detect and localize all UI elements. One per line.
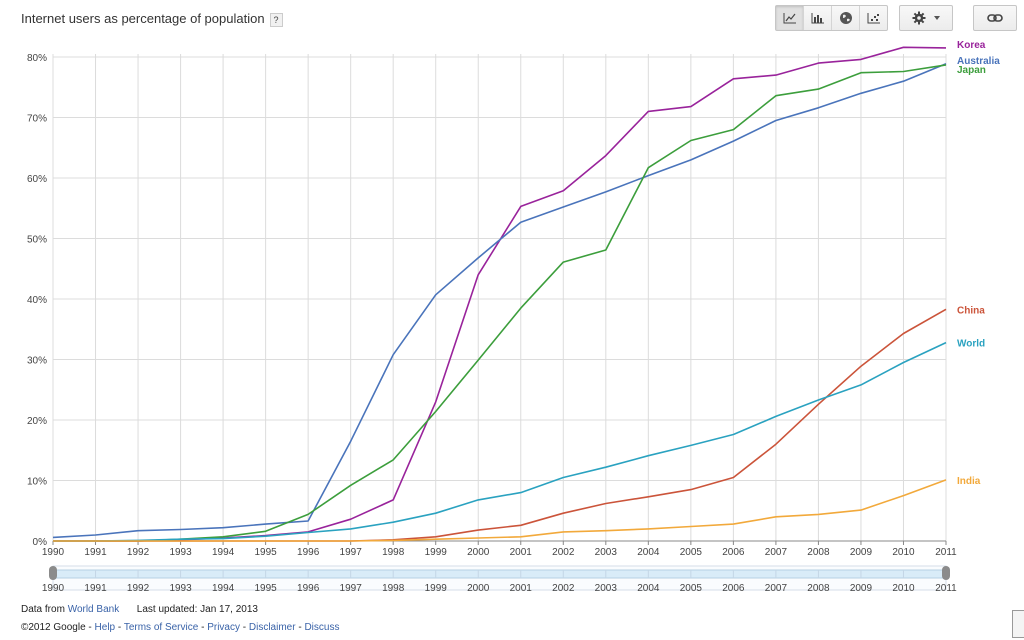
x-tick-label: 1991 bbox=[84, 547, 107, 558]
x-tick-label: 2011 bbox=[935, 547, 957, 558]
series-label-world: World bbox=[957, 339, 985, 350]
link-icon bbox=[987, 14, 1003, 22]
range-tick-label: 2005 bbox=[680, 583, 703, 594]
range-tick-label: 1992 bbox=[127, 583, 150, 594]
scatter-chart-button[interactable] bbox=[860, 6, 887, 30]
series-label-korea: Korea bbox=[957, 40, 986, 51]
y-tick-label: 20% bbox=[27, 416, 47, 427]
range-tick-label: 1997 bbox=[340, 583, 363, 594]
chart-type-toolbar bbox=[775, 5, 888, 31]
x-tick-label: 2003 bbox=[595, 547, 618, 558]
range-tick-label: 2004 bbox=[637, 583, 660, 594]
data-from-label: Data from bbox=[21, 604, 65, 615]
range-tick-label: 2007 bbox=[765, 583, 788, 594]
x-tick-label: 2006 bbox=[722, 547, 745, 558]
range-handle-end[interactable] bbox=[942, 566, 950, 580]
series-label-japan: Japan bbox=[957, 65, 986, 76]
x-tick-label: 2010 bbox=[892, 547, 915, 558]
series-line-india[interactable] bbox=[53, 479, 947, 542]
y-tick-label: 30% bbox=[27, 356, 47, 367]
range-tick-label: 2011 bbox=[935, 583, 957, 594]
y-tick-label: 60% bbox=[27, 174, 47, 185]
x-tick-label: 1997 bbox=[340, 547, 363, 558]
link-button[interactable] bbox=[973, 5, 1017, 31]
discuss-link[interactable]: Discuss bbox=[304, 622, 340, 633]
series-label-china: China bbox=[957, 305, 985, 316]
x-tick-label: 2004 bbox=[637, 547, 660, 558]
range-tick-label: 2003 bbox=[595, 583, 618, 594]
range-slider-selection[interactable] bbox=[52, 569, 947, 579]
range-tick-label: 1998 bbox=[382, 583, 405, 594]
x-tick-label: 2009 bbox=[850, 547, 873, 558]
map-button[interactable] bbox=[832, 6, 860, 30]
series-label-australia: Australia bbox=[957, 56, 1000, 67]
x-tick-label: 2007 bbox=[765, 547, 788, 558]
range-tick-label: 1995 bbox=[254, 583, 277, 594]
range-tick-label: 1996 bbox=[297, 583, 320, 594]
last-updated-text: Last updated: Jan 17, 2013 bbox=[136, 604, 258, 615]
range-tick-label: 1994 bbox=[212, 583, 235, 594]
disclaimer-link[interactable]: Disclaimer bbox=[248, 622, 296, 633]
line-chart-button[interactable] bbox=[776, 6, 804, 30]
x-tick-label: 1995 bbox=[254, 547, 277, 558]
x-tick-label: 1992 bbox=[127, 547, 150, 558]
x-tick-label: 1999 bbox=[425, 547, 448, 558]
bar-chart-button[interactable] bbox=[804, 6, 832, 30]
range-tick-label: 1990 bbox=[42, 583, 65, 594]
x-tick-label: 2005 bbox=[680, 547, 703, 558]
help-button[interactable]: ? bbox=[269, 12, 283, 27]
range-tick-label: 2006 bbox=[722, 583, 745, 594]
settings-button[interactable] bbox=[899, 5, 953, 31]
x-tick-label: 2008 bbox=[807, 547, 830, 558]
range-tick-label: 1991 bbox=[84, 583, 107, 594]
terms-link[interactable]: Terms of Service bbox=[123, 622, 199, 633]
y-tick-label: 80% bbox=[27, 53, 47, 64]
y-tick-label: 50% bbox=[27, 235, 47, 246]
line-chart: 0% 10% 20% 30% 40% 50% 60% 70% 80% 1990 1991 1992 19… bbox=[27, 40, 1000, 594]
series-label-india: India bbox=[957, 476, 981, 487]
bar-chart-icon bbox=[811, 13, 824, 24]
range-tick-label: 2010 bbox=[892, 583, 915, 594]
y-tick-label: 10% bbox=[27, 477, 47, 488]
help-link[interactable]: Help bbox=[94, 622, 116, 633]
series-line-japan[interactable] bbox=[53, 64, 947, 542]
x-tick-label: 1993 bbox=[169, 547, 192, 558]
line-chart-icon bbox=[783, 13, 796, 24]
y-tick-label: 40% bbox=[27, 295, 47, 306]
series-line-world[interactable] bbox=[53, 341, 947, 542]
gear-icon bbox=[912, 11, 926, 25]
range-tick-label: 1999 bbox=[425, 583, 448, 594]
globe-map-icon bbox=[839, 12, 852, 24]
scatter-chart-icon bbox=[867, 13, 880, 24]
x-tick-label: 1998 bbox=[382, 547, 405, 558]
resize-corner[interactable] bbox=[1012, 610, 1024, 638]
x-tick-label: 2000 bbox=[467, 547, 490, 558]
page-title: Internet users as percentage of populati… bbox=[21, 11, 283, 27]
chevron-down-icon bbox=[934, 16, 940, 20]
privacy-link[interactable]: Privacy bbox=[207, 622, 240, 633]
range-tick-label: 2001 bbox=[510, 583, 533, 594]
world-bank-link[interactable]: World Bank bbox=[67, 604, 120, 615]
data-source-line: Data from World Bank Last updated: Jan 1… bbox=[21, 604, 258, 615]
range-tick-label: 2009 bbox=[850, 583, 873, 594]
chart-title: Internet users as percentage of populati… bbox=[21, 11, 265, 26]
y-tick-label: 70% bbox=[27, 114, 47, 125]
range-tick-label: 2008 bbox=[807, 583, 830, 594]
range-tick-label: 2002 bbox=[552, 583, 575, 594]
x-tick-label: 2001 bbox=[510, 547, 533, 558]
x-tick-label: 1994 bbox=[212, 547, 235, 558]
copyright-line: ©2012 Google - Help - Terms of Service -… bbox=[21, 622, 340, 633]
range-tick-label: 1993 bbox=[169, 583, 192, 594]
copyright-text: ©2012 Google bbox=[21, 622, 86, 633]
x-tick-label: 1990 bbox=[42, 547, 65, 558]
range-tick-label: 2000 bbox=[467, 583, 490, 594]
plot-area bbox=[53, 54, 946, 541]
series-line-australia[interactable] bbox=[52, 62, 947, 539]
range-handle-start[interactable] bbox=[49, 566, 57, 580]
x-tick-label: 2002 bbox=[552, 547, 575, 558]
x-tick-label: 1996 bbox=[297, 547, 320, 558]
y-tick-label: 0% bbox=[33, 537, 48, 548]
